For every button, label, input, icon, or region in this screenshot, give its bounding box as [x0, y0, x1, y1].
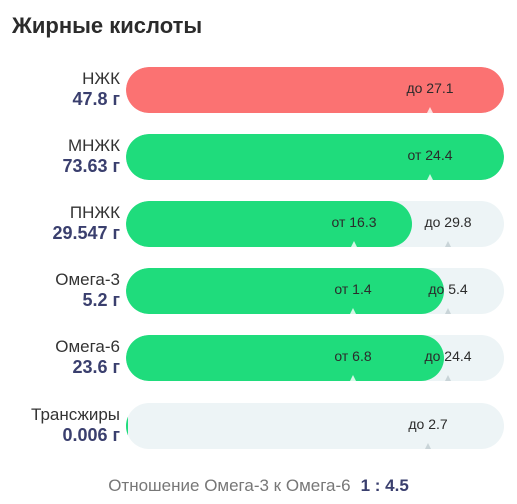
progress-fill	[126, 335, 444, 381]
omega-ratio: Отношение Омега-3 к Омега-6 1 : 4.5	[0, 476, 517, 496]
fatty-acid-row-omega-6: Омега-6 23.6 г от 6.8 до 24.4	[0, 335, 517, 381]
progress-bar: от 24.4	[126, 134, 504, 180]
progress-bar: от 6.8 до 24.4	[126, 335, 504, 381]
fatty-acid-row-mnzhk: МНЖК 73.63 г от 24.4	[0, 134, 517, 180]
marker-triangle-icon	[445, 308, 451, 314]
progress-bar: до 27.1	[126, 67, 504, 113]
nutrient-label: МНЖК	[67, 136, 120, 155]
nutrient-label: ПНЖК	[69, 203, 120, 222]
min-label: от 24.4	[407, 147, 453, 163]
progress-bar: от 1.4 до 5.4	[126, 268, 504, 314]
progress-fill	[126, 134, 504, 180]
progress-fill	[126, 67, 504, 113]
max-label: до 2.7	[408, 416, 448, 432]
min-label: от 1.4	[334, 281, 372, 297]
omega-ratio-label: Отношение Омега-3 к Омега-6	[108, 476, 351, 495]
nutrient-amount: 47.8 г	[72, 89, 120, 109]
max-label: до 29.8	[424, 214, 472, 230]
progress-bar: от 16.3 до 29.8	[126, 201, 504, 247]
progress-fill	[126, 268, 444, 314]
nutrient-amount: 29.547 г	[52, 223, 120, 243]
marker-triangle-icon	[427, 107, 433, 113]
marker-triangle-icon	[445, 375, 451, 381]
marker-triangle-icon	[350, 375, 356, 381]
nutrient-amount: 0.006 г	[62, 425, 120, 445]
omega-ratio-value: 1 : 4.5	[360, 476, 409, 495]
nutrient-amount: 23.6 г	[72, 357, 120, 377]
progress-fill	[126, 403, 128, 449]
fatty-acid-row-pnzhk: ПНЖК 29.547 г от 16.3 до 29.8	[0, 201, 517, 247]
nutrient-label: НЖК	[82, 69, 120, 88]
progress-fill	[126, 201, 412, 247]
max-label: до 27.1	[406, 80, 454, 96]
min-label: от 16.3	[331, 214, 377, 230]
fatty-acid-row-omega-3: Омега-3 5.2 г от 1.4 до 5.4	[0, 268, 517, 314]
max-label: до 5.4	[428, 281, 468, 297]
progress-bar: до 2.7	[126, 403, 504, 449]
nutrient-label: Омега-6	[55, 337, 120, 356]
nutrient-amount: 73.63 г	[62, 156, 120, 176]
marker-triangle-icon	[350, 308, 356, 314]
max-label: до 24.4	[424, 348, 472, 364]
marker-triangle-icon	[351, 241, 357, 247]
marker-triangle-icon	[445, 241, 451, 247]
fatty-acid-row-trans-fats: Трансжиры 0.006 г до 2.7	[0, 403, 517, 449]
nutrient-label: Трансжиры	[31, 405, 120, 424]
nutrient-amount: 5.2 г	[82, 290, 120, 310]
marker-triangle-icon	[425, 443, 431, 449]
min-label: от 6.8	[334, 348, 372, 364]
fatty-acid-row-nzhk: НЖК 47.8 г до 27.1	[0, 67, 517, 113]
marker-triangle-icon	[427, 174, 433, 180]
nutrient-label: Омега-3	[55, 270, 120, 289]
section-title: Жирные кислоты	[12, 13, 203, 38]
